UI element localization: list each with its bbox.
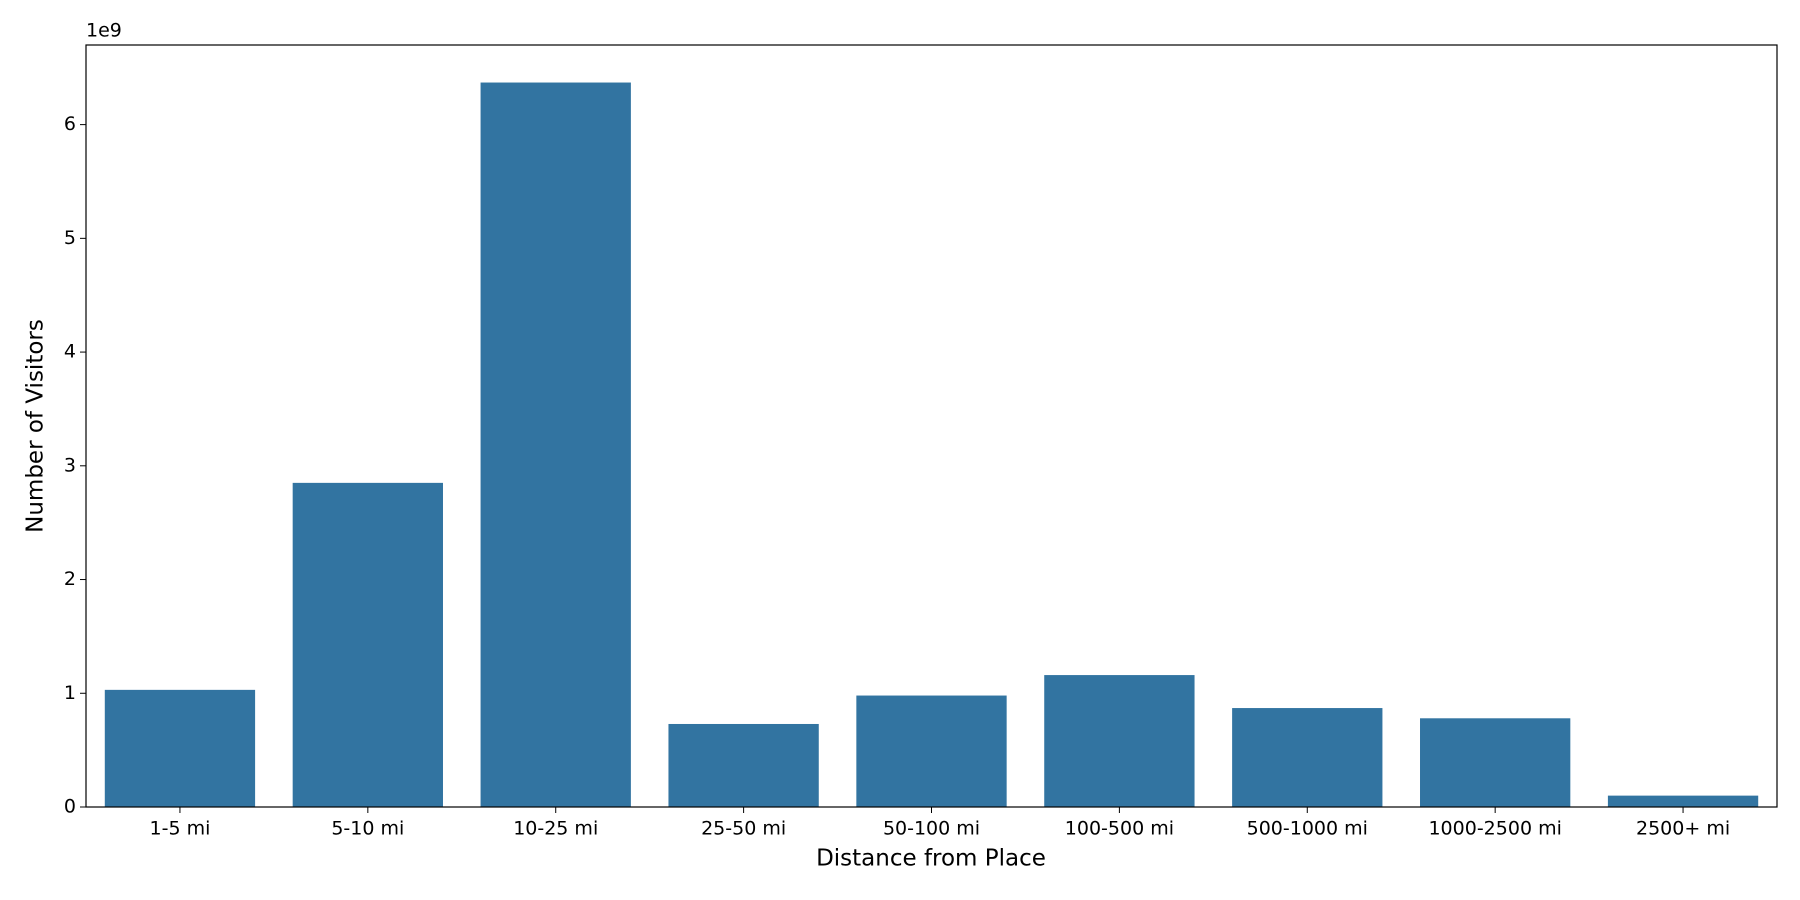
x-tick-label: 1-5 mi: [150, 818, 211, 840]
bar: [1044, 675, 1195, 807]
x-tick-label: 2500+ mi: [1636, 818, 1730, 840]
bar: [1607, 795, 1759, 807]
plot-frame: [85, 44, 1778, 808]
y-tick-label: 5: [64, 227, 76, 249]
x-tick-label: 50-100 mi: [883, 818, 980, 840]
x-tick-label: 100-500 mi: [1065, 818, 1174, 840]
y-tick-label: 2: [64, 568, 76, 590]
x-tick-label: 500-1000 mi: [1247, 818, 1368, 840]
y-offset-label: 1e9: [86, 20, 122, 42]
bar: [104, 689, 256, 807]
y-axis-label: Number of Visitors: [23, 319, 49, 533]
bar: [1420, 718, 1571, 807]
x-tick-label: 25-50 mi: [701, 818, 786, 840]
x-tick-label: 10-25 mi: [513, 818, 598, 840]
y-tick-label: 1: [64, 682, 76, 704]
y-tick-label: 4: [64, 341, 76, 363]
bar: [1232, 708, 1383, 807]
bar: [856, 695, 1007, 807]
bar: [480, 82, 631, 807]
x-tick-label: 5-10 mi: [331, 818, 404, 840]
bar: [292, 482, 443, 807]
y-tick-label: 3: [64, 454, 76, 476]
y-tick-label: 6: [64, 113, 76, 135]
bar: [668, 723, 819, 807]
x-axis-label: Distance from Place: [816, 846, 1046, 872]
y-tick-label: 0: [64, 796, 76, 818]
x-tick-label: 1000-2500 mi: [1428, 818, 1561, 840]
